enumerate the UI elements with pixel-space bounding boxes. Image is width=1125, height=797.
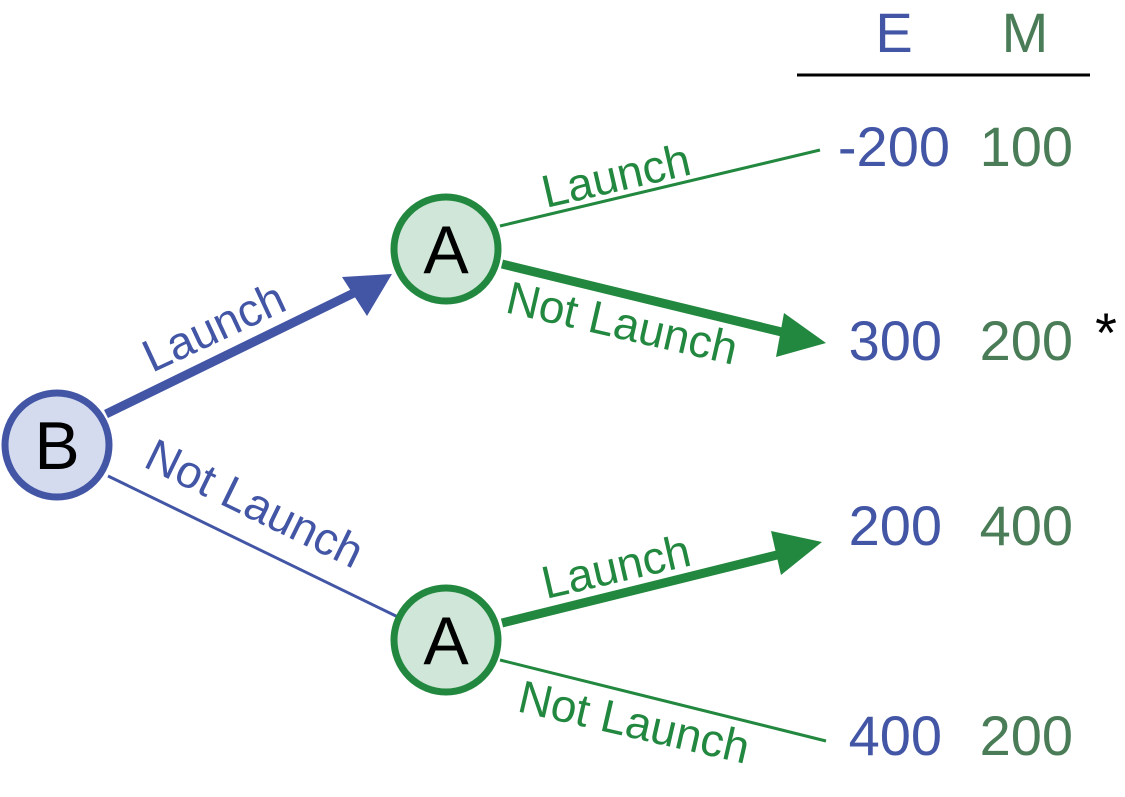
- payoff-m: 400: [980, 494, 1073, 557]
- branch-label-b-not-launch: Not Launch: [138, 428, 372, 578]
- branch-label-lower-not-launch: Not Launch: [514, 670, 755, 774]
- payoff-m: 200: [980, 704, 1073, 767]
- payoff-row: 300 200 *: [849, 301, 1117, 372]
- node-a-upper-label: A: [423, 212, 469, 288]
- branch-label-upper-not-launch: Not Launch: [502, 271, 743, 375]
- edge-b-launch: [104, 274, 392, 419]
- node-b: B: [1, 389, 113, 501]
- arrowhead-upper-not-launch: [776, 313, 826, 357]
- edge-lower-launch: [500, 531, 822, 628]
- arrowhead-b-launch: [342, 274, 392, 316]
- payoff-row: 200 400: [849, 494, 1073, 557]
- payoff-m: 100: [980, 115, 1073, 178]
- payoff-m: 200: [980, 309, 1073, 372]
- branch-label-upper-launch: Launch: [537, 133, 696, 218]
- node-a-lower: A: [390, 584, 502, 696]
- payoff-e: -200: [838, 115, 950, 178]
- payoff-e: 400: [849, 704, 942, 767]
- edge-b-not-launch: [107, 474, 401, 620]
- header-m: M: [1002, 1, 1049, 64]
- payoff-e: 200: [849, 494, 942, 557]
- edge-upper-launch: [499, 148, 821, 228]
- payoff-row: 400 200: [849, 704, 1073, 767]
- header-e: E: [875, 1, 912, 64]
- payoff-row: -200 100: [838, 115, 1073, 178]
- edge-lower-not-launch: [499, 658, 827, 743]
- node-a-lower-label: A: [423, 603, 469, 679]
- payoff-e: 300: [849, 309, 942, 372]
- node-a-upper: A: [390, 193, 502, 305]
- edge-upper-not-launch: [500, 259, 826, 357]
- node-b-label: B: [34, 408, 79, 484]
- arrowhead-lower-launch: [771, 531, 822, 575]
- equilibrium-marker: *: [1095, 301, 1117, 364]
